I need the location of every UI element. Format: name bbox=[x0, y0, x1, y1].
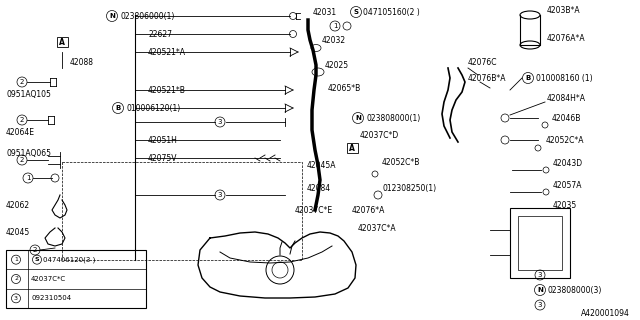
Text: 023806000(1): 023806000(1) bbox=[120, 12, 174, 20]
Text: 42088: 42088 bbox=[70, 58, 94, 67]
Text: 42046B: 42046B bbox=[552, 114, 581, 123]
Text: 42045A: 42045A bbox=[307, 161, 337, 170]
Text: 42064E: 42064E bbox=[6, 127, 35, 137]
Text: 420521*B: 420521*B bbox=[148, 85, 186, 94]
Text: 3: 3 bbox=[14, 296, 18, 301]
Text: 42043D: 42043D bbox=[553, 158, 583, 167]
Text: 010008160 (1): 010008160 (1) bbox=[536, 74, 593, 83]
Text: 023808000(1): 023808000(1) bbox=[366, 114, 420, 123]
Text: 42076C: 42076C bbox=[468, 58, 497, 67]
Text: 42051H: 42051H bbox=[148, 135, 178, 145]
Text: 42084H*A: 42084H*A bbox=[547, 93, 586, 102]
Text: 092310504: 092310504 bbox=[31, 295, 71, 301]
Text: 3: 3 bbox=[218, 119, 222, 125]
Text: 2: 2 bbox=[20, 117, 24, 123]
Text: A420001094: A420001094 bbox=[581, 308, 630, 317]
Text: 22627: 22627 bbox=[148, 29, 172, 38]
Bar bbox=[6, 250, 146, 308]
Bar bbox=[62, 162, 302, 260]
Text: 3: 3 bbox=[538, 302, 542, 308]
Text: 047406120(3 ): 047406120(3 ) bbox=[43, 256, 95, 263]
Text: 023808000(3): 023808000(3) bbox=[548, 285, 602, 294]
Text: 012308250(1): 012308250(1) bbox=[382, 183, 436, 193]
Text: 42076B*A: 42076B*A bbox=[468, 74, 506, 83]
Text: 2: 2 bbox=[20, 79, 24, 85]
Text: 42052C*B: 42052C*B bbox=[382, 157, 420, 166]
Text: N: N bbox=[355, 115, 361, 121]
Text: 42032: 42032 bbox=[322, 36, 346, 44]
Text: 2: 2 bbox=[14, 276, 18, 282]
Text: N: N bbox=[537, 287, 543, 293]
Text: 0951AQ105: 0951AQ105 bbox=[6, 90, 51, 99]
Text: 42037C*A: 42037C*A bbox=[358, 223, 397, 233]
Text: 2: 2 bbox=[33, 247, 37, 253]
Text: 42037C*E: 42037C*E bbox=[295, 205, 333, 214]
Text: 42045: 42045 bbox=[6, 228, 30, 236]
Text: 1: 1 bbox=[14, 257, 18, 262]
Text: 010006120(1): 010006120(1) bbox=[126, 103, 180, 113]
Text: 42037C*C: 42037C*C bbox=[31, 276, 66, 282]
Text: 047105160(2 ): 047105160(2 ) bbox=[363, 7, 420, 17]
Text: 42075V: 42075V bbox=[148, 154, 177, 163]
Text: S: S bbox=[353, 9, 358, 15]
Bar bbox=[56, 37, 67, 47]
Bar bbox=[346, 143, 358, 153]
Text: 3: 3 bbox=[538, 272, 542, 278]
Bar bbox=[510, 208, 570, 278]
Text: N: N bbox=[109, 13, 115, 19]
Text: 42025: 42025 bbox=[325, 60, 349, 69]
Text: 42031: 42031 bbox=[313, 7, 337, 17]
Text: S: S bbox=[35, 257, 39, 262]
Text: 2: 2 bbox=[20, 157, 24, 163]
Text: 1: 1 bbox=[26, 175, 30, 181]
Text: 42052C*A: 42052C*A bbox=[546, 135, 584, 145]
Text: 42076A*A: 42076A*A bbox=[547, 34, 586, 43]
Text: 42065*B: 42065*B bbox=[328, 84, 361, 92]
Text: B: B bbox=[115, 105, 120, 111]
Text: 4203B*A: 4203B*A bbox=[547, 5, 580, 14]
Text: 420521*A: 420521*A bbox=[148, 47, 186, 57]
Text: 42035: 42035 bbox=[553, 201, 577, 210]
Text: 42076*A: 42076*A bbox=[352, 205, 385, 214]
Text: A: A bbox=[59, 37, 65, 46]
Bar bbox=[518, 216, 562, 270]
Text: 42037C*D: 42037C*D bbox=[360, 131, 399, 140]
Text: A: A bbox=[349, 143, 355, 153]
Text: 42062: 42062 bbox=[6, 201, 30, 210]
Text: 42084: 42084 bbox=[307, 183, 331, 193]
Text: 3: 3 bbox=[218, 192, 222, 198]
Text: 0951AQ065: 0951AQ065 bbox=[6, 148, 51, 157]
Text: B: B bbox=[525, 75, 531, 81]
Text: 1: 1 bbox=[333, 23, 337, 29]
Text: 42057A: 42057A bbox=[553, 180, 582, 189]
